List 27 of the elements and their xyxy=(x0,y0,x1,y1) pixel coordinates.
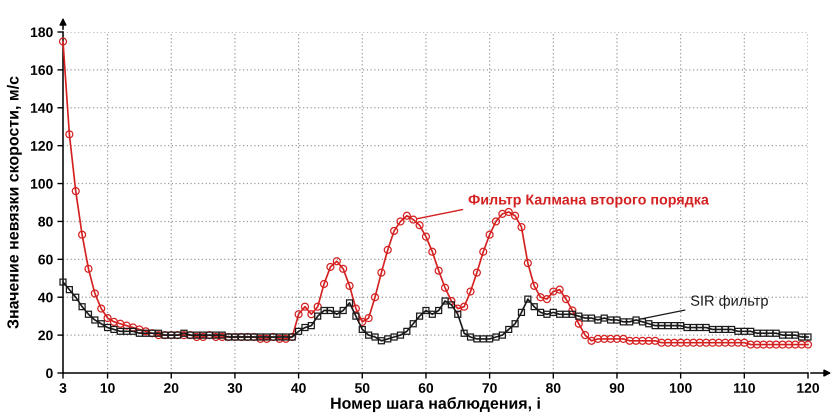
x-tick-label: 120 xyxy=(797,383,820,393)
x-tick-label: 3 xyxy=(59,383,66,393)
y-tick-label: 100 xyxy=(30,178,53,189)
y-tick-label: 120 xyxy=(30,141,53,151)
x-tick-label: 100 xyxy=(670,383,692,393)
x-tick-label: 40 xyxy=(291,383,306,393)
x-tick-label: 30 xyxy=(228,383,242,393)
y-tick-label: 40 xyxy=(38,292,53,302)
x-tick-label: 60 xyxy=(418,383,434,393)
series-label: SIR фильтр xyxy=(690,295,768,309)
y-tick-label: 80 xyxy=(38,216,53,227)
y-tick-label: 160 xyxy=(30,65,53,76)
y-tick-label: 180 xyxy=(30,27,53,38)
y-axis-title: Значение невязки скорости, м/с xyxy=(6,76,22,329)
x-tick-label: 110 xyxy=(734,383,755,393)
y-tick-label: 60 xyxy=(38,254,53,265)
y-tick-label: 20 xyxy=(38,330,53,340)
x-tick-label: 10 xyxy=(100,383,115,393)
x-tick-label: 90 xyxy=(610,383,624,393)
x-tick-label: 50 xyxy=(354,383,370,393)
y-tick-label: 0 xyxy=(46,368,53,378)
x-axis-title: Номер шага наблюдения, i xyxy=(331,397,540,412)
x-tick-label: 70 xyxy=(482,383,497,393)
x-tick-label: 80 xyxy=(546,383,560,393)
y-tick-label: 140 xyxy=(30,103,53,113)
x-tick-label: 20 xyxy=(164,383,178,393)
series-label: Фильтр Калмана второго порядка xyxy=(468,194,709,208)
